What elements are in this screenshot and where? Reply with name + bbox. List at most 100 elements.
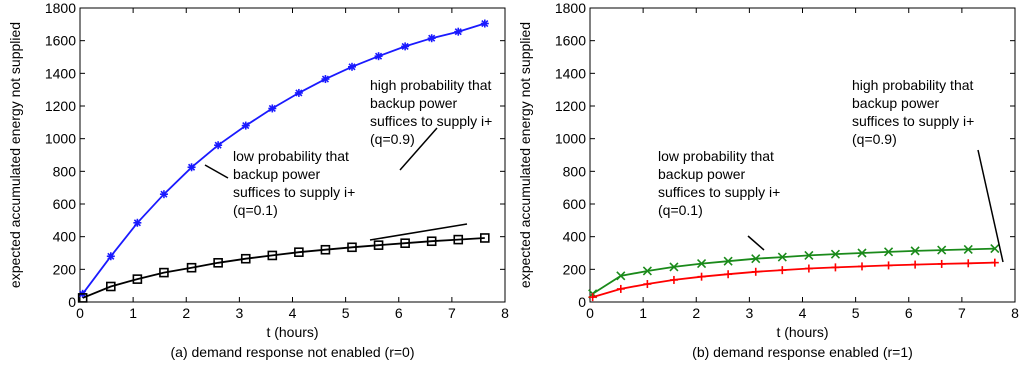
data-point-plus	[911, 260, 920, 269]
x-tick-label: 1	[639, 305, 647, 321]
data-point-x	[990, 244, 1000, 254]
data-point-x	[669, 262, 679, 272]
data-point-square	[453, 234, 464, 245]
data-point-plus	[884, 261, 893, 270]
y-tick-label: 1600	[555, 33, 586, 49]
x-tick-label: 3	[745, 305, 753, 321]
x-tick-label: 3	[235, 305, 243, 321]
x-tick-label: 4	[289, 305, 297, 321]
y-tick-label: 800	[53, 163, 77, 179]
data-point-plus	[751, 267, 760, 276]
y-tick-label: 600	[53, 196, 77, 212]
data-point-asterisk	[241, 121, 250, 130]
annotation-text: low probability that backup power suffices…	[233, 148, 355, 218]
x-tick-label: 2	[182, 305, 190, 321]
annotation-text: high probability that backup power suffice…	[852, 77, 974, 147]
data-point-x	[857, 248, 867, 258]
data-point-square	[267, 250, 278, 261]
y-tick-label: 1400	[45, 65, 76, 81]
data-point-square	[373, 240, 384, 250]
data-point-x	[910, 246, 920, 256]
data-point-x	[751, 254, 761, 264]
annotation-low-probability: low probability that backup power suffices…	[233, 148, 468, 241]
annotation-low-probability: low probability that backup power suffices…	[658, 148, 780, 251]
data-point-x	[937, 245, 947, 255]
annotation-pointer	[747, 235, 765, 251]
chart-caption: (a) demand response not enabled (r=0)	[171, 344, 415, 360]
data-point-plus	[669, 275, 678, 284]
x-axis-label: t (hours)	[266, 324, 318, 340]
data-point-square	[106, 281, 116, 292]
data-point-x	[616, 271, 626, 281]
series-asterisk	[78, 19, 489, 298]
y-tick-label: 600	[563, 196, 587, 212]
data-point-square	[294, 247, 304, 257]
data-point-asterisk	[106, 252, 115, 261]
data-point-plus	[778, 266, 787, 275]
y-tick-label: 800	[563, 163, 587, 179]
x-tick-label: 7	[448, 305, 456, 321]
data-point-square	[159, 267, 169, 278]
y-tick-label: 1800	[45, 0, 76, 16]
data-point-asterisk	[427, 34, 436, 43]
annotation-high-probability: high probability that backup power suffice…	[370, 77, 492, 171]
x-tick-label: 5	[852, 305, 860, 321]
y-tick-label: 0	[578, 294, 586, 310]
annotation-pointer	[399, 127, 438, 171]
x-tick-label: 1	[129, 305, 137, 321]
data-point-x	[804, 250, 814, 261]
data-point-square	[240, 253, 251, 264]
data-point-plus	[964, 259, 973, 268]
y-tick-label: 1000	[45, 131, 76, 147]
data-point-asterisk	[214, 141, 223, 150]
y-tick-label: 1600	[45, 33, 76, 49]
data-point-square	[426, 236, 437, 247]
y-tick-label: 200	[563, 261, 587, 277]
annotation-text: high probability that backup power suffice…	[370, 77, 492, 147]
y-tick-label: 1200	[555, 98, 586, 114]
y-tick-label: 1000	[555, 131, 586, 147]
annotation-pointer	[369, 223, 468, 241]
x-tick-label: 0	[586, 305, 594, 321]
annotation-high-probability: high probability that backup power suffice…	[852, 77, 1004, 263]
data-point-x	[963, 244, 973, 254]
x-tick-label: 2	[692, 305, 700, 321]
data-point-plus	[858, 262, 866, 271]
series-square	[77, 233, 490, 303]
plot-frame	[589, 7, 1016, 303]
series-line	[81, 22, 486, 295]
y-axis-label: expected accumulated energy not supplied	[7, 22, 23, 288]
chart-panel-a: 0 1 2 3 4 5 6 7 8 0 200 400 600 800 1000 1200 1400 1600 18…	[7, 0, 509, 360]
data-point-plus	[937, 259, 946, 268]
data-point-square	[213, 257, 223, 268]
series-line	[592, 261, 995, 298]
data-point-square	[480, 233, 490, 243]
data-point-x	[642, 266, 652, 276]
series-plus	[588, 258, 999, 302]
chart-panel-b: 0 1 2 3 4 5 6 7 8 0 200 400 600 800 1000 1200 1400 1600 18…	[517, 0, 1019, 360]
data-point-square	[347, 242, 357, 253]
data-point-asterisk	[454, 27, 463, 36]
y-tick-label: 400	[53, 229, 77, 245]
data-point-plus	[643, 280, 652, 289]
data-point-asterisk	[401, 42, 410, 51]
data-point-square	[132, 274, 143, 284]
y-tick-label: 1400	[555, 65, 586, 81]
annotation-pointer	[204, 164, 229, 179]
x-tick-label: 7	[958, 305, 966, 321]
data-point-asterisk	[374, 52, 383, 61]
data-point-x	[696, 259, 707, 269]
data-point-x	[777, 252, 787, 262]
x-tick-label: 4	[799, 305, 807, 321]
series-line	[592, 247, 995, 295]
y-tick-label: 400	[563, 229, 587, 245]
data-point-asterisk	[321, 75, 330, 84]
x-tick-label: 6	[905, 305, 913, 321]
annotation-text: low probability that backup power suffices…	[658, 148, 780, 218]
x-axis-label: t (hours)	[776, 324, 828, 340]
data-point-plus	[990, 258, 999, 267]
x-tick-label: 6	[395, 305, 403, 321]
annotation-pointer	[977, 149, 1004, 263]
series-x	[588, 244, 1000, 299]
series-line	[82, 237, 485, 299]
